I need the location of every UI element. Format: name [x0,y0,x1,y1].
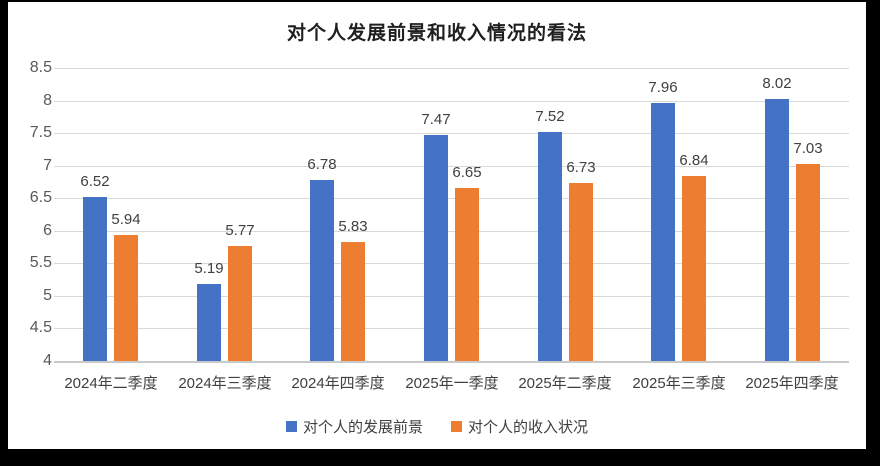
x-axis-category-label: 2024年三季度 [178,375,272,392]
bar-value-label: 7.96 [648,79,678,96]
bar-value-label: 5.83 [338,218,368,235]
x-axis-line [54,361,849,363]
bar-value-label: 7.03 [793,140,823,157]
x-axis-category-label: 2024年二季度 [64,375,158,392]
gridline [54,231,849,232]
x-axis-category-label: 2024年四季度 [291,375,385,392]
bar-series-0 [197,284,221,361]
bar-series-1 [114,235,138,361]
x-axis-category-label: 2025年四季度 [745,375,839,392]
gridline [54,198,849,199]
x-axis-category-label: 2025年三季度 [632,375,726,392]
x-axis-category-label: 2025年二季度 [518,375,612,392]
chart-canvas: 对个人发展前景和收入情况的看法 对个人的发展前景 对个人的收入状况 4 4.5 5 5.… [8,2,866,449]
y-axis-tick-label: 6.5 [29,189,52,206]
bar-series-0 [424,135,448,361]
bar-series-1 [796,164,820,361]
legend: 对个人的发展前景 对个人的收入状况 [8,416,866,437]
legend-label: 对个人的发展前景 [302,419,423,436]
y-axis-tick-label: 7 [43,157,52,174]
bar-series-0 [765,99,789,361]
y-axis-tick-label: 4 [43,352,52,369]
legend-swatch [451,421,462,432]
bar-series-0 [651,103,675,361]
bar-series-1 [682,176,706,361]
bar-series-1 [455,188,479,361]
gridline [54,166,849,167]
gridline [54,133,849,134]
bar-value-label: 6.73 [566,159,596,176]
bar-series-1 [569,183,593,361]
legend-swatch [285,421,297,432]
y-axis-tick-label: 5 [43,287,52,304]
chart-title: 对个人发展前景和收入情况的看法 [286,22,587,44]
bar-series-0 [310,180,334,361]
bar-series-0 [83,197,107,361]
gridline [54,328,849,329]
legend-item: 对个人的收入状况 [451,416,588,437]
gridline [54,296,849,297]
bar-value-label: 6.65 [452,164,482,181]
y-axis-tick-label: 4.5 [29,319,52,336]
bar-series-0 [538,132,562,361]
y-axis-tick-label: 6 [43,222,52,239]
bar-value-label: 6.52 [80,173,110,190]
bar-value-label: 5.19 [194,260,224,277]
bar-value-label: 5.77 [225,222,255,239]
legend-label: 对个人的收入状况 [468,419,589,436]
bar-value-label: 7.52 [535,108,565,125]
x-axis-category-label: 2025年一季度 [405,375,499,392]
gridline [54,263,849,264]
bar-value-label: 6.84 [679,152,709,169]
y-axis-tick-label: 7.5 [29,124,52,141]
y-axis-tick-label: 8.5 [29,59,52,76]
legend-item: 对个人的发展前景 [285,416,423,437]
gridline [54,68,849,69]
gridline [54,101,849,102]
bar-value-label: 8.02 [762,75,792,92]
y-axis-tick-label: 5.5 [29,254,52,271]
y-axis-tick-label: 8 [43,92,52,109]
bar-series-1 [341,242,365,361]
bar-value-label: 5.94 [111,211,141,228]
bar-value-label: 7.47 [421,111,451,128]
bar-value-label: 6.78 [307,156,337,173]
bar-series-1 [228,246,252,361]
